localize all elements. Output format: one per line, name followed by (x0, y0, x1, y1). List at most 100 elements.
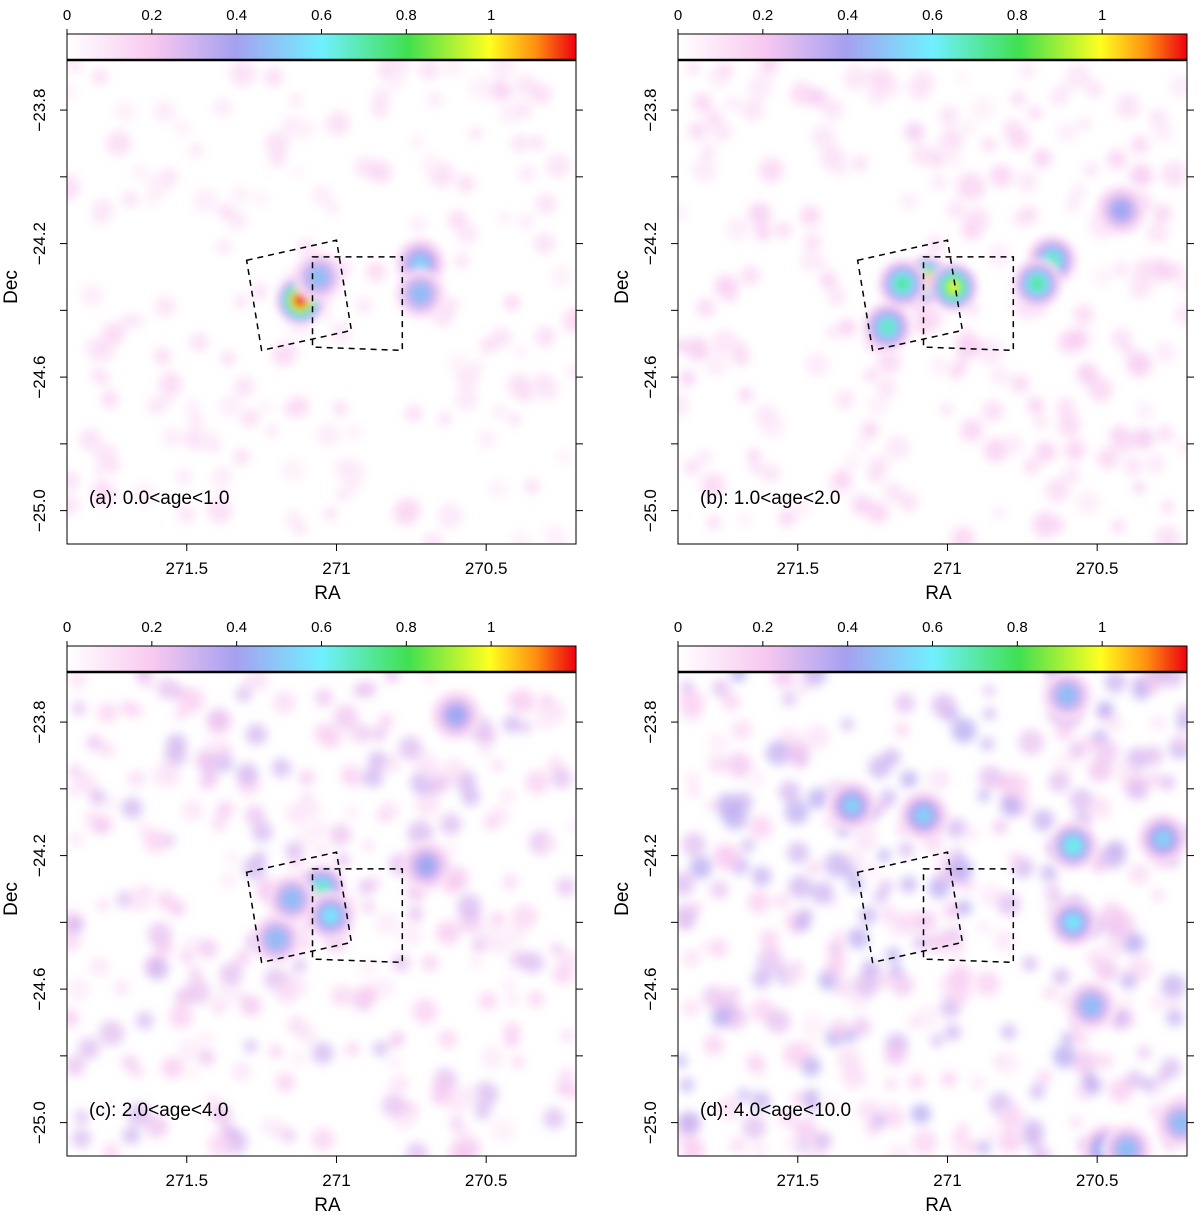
density-blob (164, 744, 188, 767)
density-blob (119, 700, 135, 716)
density-blob (437, 412, 452, 426)
density-blob (885, 435, 911, 461)
density-blob (550, 942, 563, 956)
density-blob (1124, 457, 1143, 476)
density-blob (551, 768, 573, 789)
density-blob (894, 692, 916, 714)
density-blob (79, 428, 102, 451)
density-blob (502, 977, 517, 992)
density-blob (368, 159, 393, 184)
density-blob (240, 408, 260, 428)
density-blob (961, 877, 976, 893)
density-blob (362, 901, 375, 914)
density-blob (1032, 809, 1055, 832)
density-blob (765, 1009, 791, 1034)
density-blob (381, 1093, 406, 1118)
colorbar-gradient (677, 33, 1188, 61)
density-blob (1089, 762, 1103, 777)
density-blob (134, 672, 153, 684)
density-blob (736, 511, 753, 528)
density-blob (498, 104, 520, 126)
density-blob (374, 911, 399, 936)
density-blob (130, 481, 157, 508)
density-blob (1105, 714, 1123, 731)
density-blob (545, 153, 571, 179)
density-blob (879, 879, 894, 894)
density-blob (343, 771, 357, 785)
density-peak (1056, 685, 1078, 706)
density-blob (827, 286, 847, 306)
density-blob (197, 938, 218, 959)
density-blob (74, 772, 97, 795)
density-blob (726, 986, 741, 1002)
density-blob (524, 478, 540, 494)
density-blob (729, 1137, 746, 1154)
density-blob (1146, 454, 1166, 474)
density-blob (938, 105, 960, 127)
y-tick-label: −24.2 (30, 222, 49, 265)
density-blob (477, 742, 492, 757)
density-blob (894, 722, 910, 738)
density-blob (1061, 465, 1081, 485)
x-tick-label: 270.5 (465, 559, 508, 578)
density-blob (67, 783, 79, 797)
density-blob (1160, 973, 1186, 999)
density-blob (1146, 220, 1170, 244)
density-blob (717, 62, 733, 79)
density-blob (678, 1111, 700, 1134)
density-blob (67, 471, 80, 491)
density-blob (211, 1147, 224, 1156)
density-blob (71, 701, 87, 716)
y-tick-label: −25.0 (641, 1101, 660, 1144)
density-blob (1070, 1028, 1089, 1048)
density-blob (1126, 779, 1149, 801)
y-axis-label: Dec (1, 270, 22, 304)
density-blob (858, 906, 878, 925)
density-blob (961, 175, 987, 201)
density-peak (947, 280, 960, 294)
density-blob (928, 877, 950, 899)
density-blob (412, 998, 438, 1024)
x-tick-label: 271 (322, 559, 350, 578)
density-blob (799, 205, 821, 227)
colorbar-tick-label: 0.8 (1007, 619, 1028, 636)
density-blob (791, 1092, 806, 1107)
density-blob (406, 1142, 428, 1156)
panel-label: (d): 4.0<age<10.0 (700, 1100, 851, 1121)
density-blob (1154, 341, 1176, 364)
density-blob (949, 964, 973, 988)
density-blob (285, 510, 304, 529)
density-blob (1021, 955, 1038, 972)
density-blob (378, 713, 394, 729)
density-blob (67, 978, 91, 1001)
density-blob (338, 986, 357, 1005)
density-blob (291, 957, 307, 973)
density-blob (290, 977, 310, 997)
density-blob (557, 449, 573, 465)
density-blob (929, 355, 951, 377)
panel-d: 0 0.2 0.4 0.6 0.8 1 271.5 271 270.5 RA −23.8 −24.2 −… (612, 619, 1194, 1216)
density-blob (233, 294, 248, 309)
density-blob (409, 215, 428, 234)
density-blob (314, 688, 333, 707)
panel-b: 0 0.2 0.4 0.6 0.8 1 271.5 271 270.5 RA −23.8 −24.2 −… (612, 7, 1194, 604)
density-blob (980, 884, 1004, 908)
density-blob (853, 972, 879, 998)
density-blob (1111, 328, 1132, 349)
density-blob (833, 161, 849, 177)
density-peak (411, 255, 429, 273)
density-blob (1056, 121, 1078, 143)
density-blob (199, 774, 216, 791)
density-blob (883, 1108, 905, 1130)
density-blob (784, 1134, 802, 1153)
density-blob (215, 978, 242, 1005)
density-blob (432, 1077, 451, 1096)
density-blob (298, 769, 315, 786)
density-blob (987, 244, 1011, 268)
density-blob (826, 939, 845, 958)
density-blob (419, 60, 439, 81)
density-blob (1107, 149, 1127, 170)
density-blob (235, 950, 251, 966)
density-blob (455, 387, 479, 411)
density-blob (96, 898, 110, 912)
